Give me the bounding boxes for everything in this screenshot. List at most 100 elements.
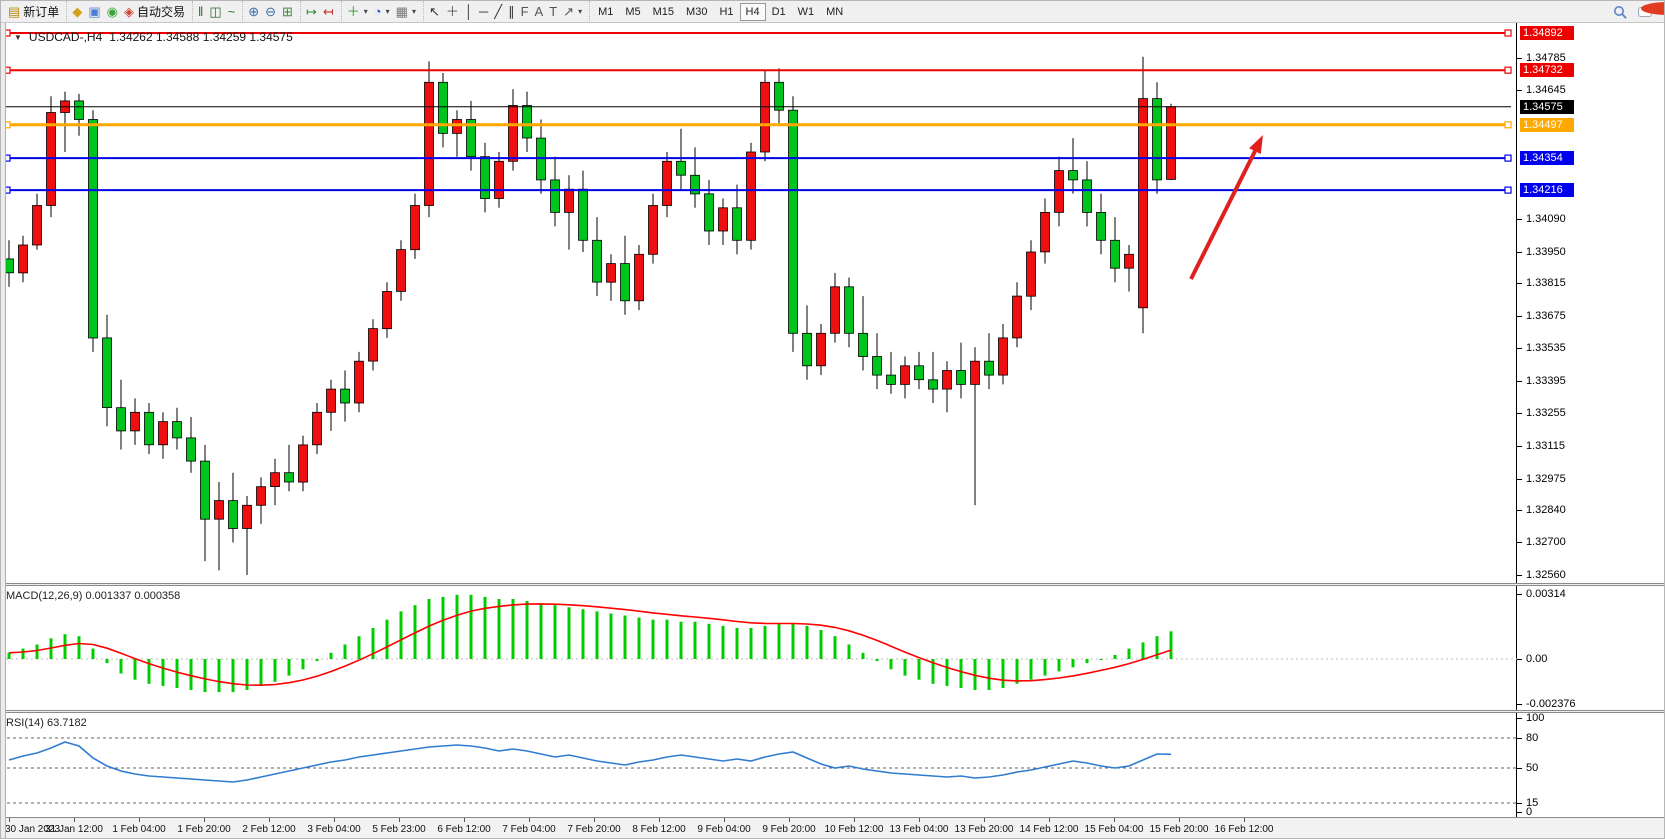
rsi-chart[interactable] [1, 713, 1517, 817]
trendline-button[interactable]: ╱ [491, 2, 505, 22]
time-label: 2 Feb 12:00 [242, 824, 296, 835]
indicators-button[interactable]: ＋ ▾ [344, 2, 371, 22]
cursor-icon: ↖ [428, 3, 440, 19]
rsi-plot-area[interactable]: RSI(14) 63.7182 [1, 713, 1517, 817]
chart-shift-button[interactable]: ↤ [320, 2, 337, 22]
line-anchor-handle[interactable] [1504, 66, 1512, 74]
macd-bar [399, 611, 403, 659]
line-anchor-handle[interactable] [1504, 186, 1512, 194]
timeframe-h4-button[interactable]: H4 [739, 2, 766, 21]
search-icon[interactable] [1613, 5, 1628, 20]
line-anchor-handle[interactable] [3, 154, 11, 162]
new-order-button[interactable]: ▤ 新订单 [5, 2, 62, 22]
macd-plot-area[interactable]: MACD(12,26,9) 0.001337 0.000358 [1, 586, 1517, 710]
market-watch-button[interactable]: ◆ [69, 2, 85, 22]
notifications-icon[interactable]: 1 [1638, 2, 1664, 20]
zoom-in-icon: ⊕ [248, 3, 260, 19]
support-line-2[interactable] [1, 186, 1512, 194]
periods-button[interactable]: ◔ ▾ [371, 2, 393, 22]
time-tick [789, 818, 790, 822]
resistance-line-1[interactable] [1, 29, 1512, 37]
dropdown-arrow-icon[interactable]: ▾ [385, 7, 390, 16]
text-button[interactable]: A [532, 2, 547, 22]
text-label-button[interactable]: T [546, 2, 560, 22]
rsi-tick-label: 15 [1526, 797, 1539, 809]
vertical-line-button[interactable]: │ [462, 2, 476, 22]
candlestick-chart[interactable] [1, 23, 1517, 583]
auto-trading-button[interactable]: ◈ 自动交易 [121, 2, 188, 22]
time-tick [1114, 818, 1115, 822]
candle-up [312, 403, 322, 455]
timeframe-m1-button[interactable]: M1 [598, 5, 614, 18]
rsi-tick-label: 50 [1526, 762, 1539, 774]
timeframe-m30-button[interactable]: M30 [686, 5, 708, 18]
vertical-line-icon: │ [464, 3, 474, 19]
dropdown-arrow-icon[interactable]: ▾ [411, 7, 416, 16]
arrows-button[interactable]: ↗ ▾ [560, 2, 585, 22]
tile-windows-button[interactable]: ⊞ [279, 2, 296, 22]
candlestick-chart-button[interactable]: ◫ [206, 2, 224, 22]
candle-down [1096, 193, 1106, 255]
price-plot-area[interactable]: ▼ USDCAD-,H4 1.34262 1.34588 1.34259 1.3… [1, 23, 1517, 583]
candle-up [396, 240, 406, 301]
macd-chart[interactable] [1, 586, 1517, 710]
macd-histogram [7, 594, 1173, 693]
auto-scroll-button[interactable]: ↦ [303, 2, 320, 22]
macd-bar [721, 625, 725, 659]
timeframe-w1-button[interactable]: W1 [797, 5, 815, 18]
time-label: 30 Jan 2023 [5, 824, 61, 835]
data-window-button[interactable]: ▣ [85, 2, 103, 22]
macd-bar [777, 623, 781, 659]
dropdown-arrow-icon[interactable]: ▾ [578, 7, 583, 16]
macd-bar [987, 659, 991, 690]
line-anchor-handle[interactable] [1504, 29, 1512, 37]
timeframe-d1-button[interactable]: D1 [771, 5, 786, 18]
macd-tick [1517, 659, 1522, 660]
candle-up [18, 235, 28, 283]
zoom-in-button[interactable]: ⊕ [245, 2, 262, 22]
pivot-line-price-badge: 1.34497 [1520, 117, 1574, 132]
price-tick-label: 1.33815 [1526, 277, 1566, 290]
macd-bar [917, 659, 921, 680]
line-anchor-handle[interactable] [3, 29, 11, 37]
timeframe-h1-button[interactable]: H1 [719, 5, 734, 18]
candle-up [130, 398, 140, 445]
panel-divider[interactable] [1, 583, 1664, 586]
navigator-button[interactable]: ◉ [104, 2, 121, 22]
dropdown-arrow-icon[interactable]: ▾ [363, 7, 368, 16]
macd-bar [539, 603, 543, 659]
timeframe-m15-button[interactable]: M15 [652, 5, 675, 18]
timeframe-m5-button[interactable]: M5 [625, 5, 641, 18]
resistance-line-2[interactable] [1, 66, 1512, 74]
auto-scroll-icon: ↦ [305, 3, 317, 19]
timeframe-mn-button[interactable]: MN [826, 5, 844, 18]
macd-bar [1043, 659, 1047, 676]
chevron-down-icon[interactable]: ▼ [14, 32, 22, 42]
toolbar-group: ↖ ＋ │ ─ ╱ ∥ F A T ↗ ▾ [422, 1, 587, 23]
pivot-line[interactable] [1, 121, 1512, 129]
candle-up [900, 356, 910, 399]
crosshair-button[interactable]: ＋ [443, 2, 462, 22]
candle-down [522, 91, 532, 152]
trend-arrow-annotation[interactable] [1189, 135, 1263, 280]
line-chart-button[interactable]: ~ [225, 2, 239, 22]
templates-button[interactable]: ▦ ▾ [393, 2, 419, 22]
line-anchor-handle[interactable] [3, 121, 11, 129]
line-anchor-handle[interactable] [1504, 121, 1512, 129]
macd-bar [511, 599, 515, 659]
zoom-out-button[interactable]: ⊖ [262, 2, 279, 22]
support-line-1[interactable] [1, 154, 1512, 162]
macd-bar [105, 659, 109, 664]
panel-divider[interactable] [1, 710, 1664, 713]
cursor-button[interactable]: ↖ [426, 2, 443, 22]
line-anchor-handle[interactable] [3, 186, 11, 194]
bar-chart-button[interactable]: ‖ [195, 2, 206, 22]
macd-bar [385, 619, 389, 659]
line-anchor-handle[interactable] [1504, 154, 1512, 162]
equidistant-channel-button[interactable]: ∥ [505, 2, 518, 22]
line-anchor-handle[interactable] [3, 66, 11, 74]
toolbar-group: ↦ ↤ [299, 1, 339, 23]
fibonacci-button[interactable]: F [518, 2, 532, 22]
horizontal-line-button[interactable]: ─ [476, 2, 491, 22]
